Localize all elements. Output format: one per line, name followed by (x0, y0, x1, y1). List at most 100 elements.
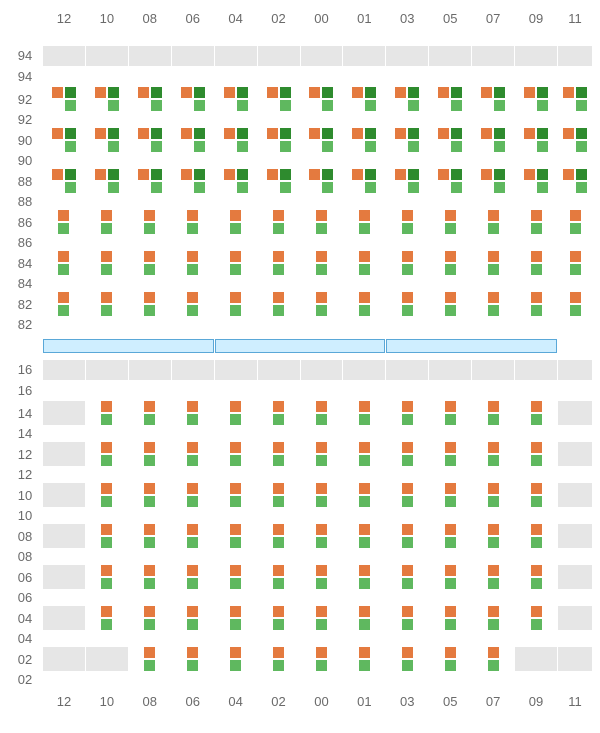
seat-cell[interactable] (258, 401, 300, 425)
seat-cell[interactable] (515, 87, 557, 111)
seat-cell[interactable] (258, 169, 300, 193)
seat-cell[interactable] (558, 292, 592, 316)
seat-cell[interactable] (343, 483, 385, 507)
seat-cell[interactable] (386, 565, 428, 589)
seat-cell[interactable] (429, 210, 471, 234)
seat-cell[interactable] (301, 606, 343, 630)
seat-cell[interactable] (129, 292, 171, 316)
seat-cell[interactable] (386, 442, 428, 466)
seat-cell[interactable] (472, 524, 514, 548)
seat-cell[interactable] (515, 565, 557, 589)
seat-cell[interactable] (472, 565, 514, 589)
seat-cell[interactable] (343, 524, 385, 548)
seat-cell[interactable] (258, 565, 300, 589)
seat-cell[interactable] (172, 169, 214, 193)
seat-cell[interactable] (558, 128, 592, 152)
seat-cell[interactable] (301, 292, 343, 316)
seat-cell[interactable] (515, 128, 557, 152)
seat-cell[interactable] (343, 292, 385, 316)
seat-cell[interactable] (515, 210, 557, 234)
seat-cell[interactable] (386, 210, 428, 234)
seat-cell[interactable] (172, 87, 214, 111)
seat-cell[interactable] (558, 251, 592, 275)
seat-cell[interactable] (86, 87, 128, 111)
seat-cell[interactable] (301, 169, 343, 193)
seat-cell[interactable] (172, 251, 214, 275)
seat-cell[interactable] (515, 606, 557, 630)
seat-cell[interactable] (515, 251, 557, 275)
seat-cell[interactable] (472, 87, 514, 111)
seat-cell[interactable] (86, 483, 128, 507)
seat-cell[interactable] (215, 483, 257, 507)
seat-cell[interactable] (86, 606, 128, 630)
seat-cell[interactable] (472, 251, 514, 275)
seat-cell[interactable] (429, 565, 471, 589)
seat-cell[interactable] (172, 401, 214, 425)
seat-cell[interactable] (301, 401, 343, 425)
seat-cell[interactable] (86, 210, 128, 234)
seat-cell[interactable] (129, 128, 171, 152)
seat-cell[interactable] (86, 524, 128, 548)
seat-cell[interactable] (429, 292, 471, 316)
seat-cell[interactable] (472, 647, 514, 671)
seat-cell[interactable] (343, 606, 385, 630)
seat-cell[interactable] (215, 128, 257, 152)
seat-cell[interactable] (258, 524, 300, 548)
seat-cell[interactable] (215, 87, 257, 111)
seat-cell[interactable] (343, 565, 385, 589)
seat-cell[interactable] (43, 169, 85, 193)
seat-cell[interactable] (86, 442, 128, 466)
seat-cell[interactable] (472, 292, 514, 316)
seat-cell[interactable] (472, 210, 514, 234)
seat-cell[interactable] (43, 210, 85, 234)
seat-cell[interactable] (172, 210, 214, 234)
seat-cell[interactable] (172, 292, 214, 316)
seat-cell[interactable] (429, 647, 471, 671)
seat-cell[interactable] (172, 128, 214, 152)
seat-cell[interactable] (472, 606, 514, 630)
seat-cell[interactable] (215, 292, 257, 316)
seat-cell[interactable] (86, 128, 128, 152)
seat-cell[interactable] (129, 401, 171, 425)
seat-cell[interactable] (343, 87, 385, 111)
seat-cell[interactable] (386, 524, 428, 548)
seat-cell[interactable] (129, 251, 171, 275)
seat-cell[interactable] (258, 483, 300, 507)
seat-cell[interactable] (215, 210, 257, 234)
seat-cell[interactable] (386, 251, 428, 275)
seat-cell[interactable] (472, 483, 514, 507)
seat-cell[interactable] (429, 401, 471, 425)
seat-cell[interactable] (558, 87, 592, 111)
seat-cell[interactable] (258, 128, 300, 152)
seat-cell[interactable] (343, 128, 385, 152)
seat-cell[interactable] (515, 442, 557, 466)
seat-cell[interactable] (258, 606, 300, 630)
seat-cell[interactable] (215, 169, 257, 193)
seat-cell[interactable] (343, 169, 385, 193)
seat-cell[interactable] (86, 565, 128, 589)
seat-cell[interactable] (215, 565, 257, 589)
seat-cell[interactable] (515, 401, 557, 425)
seat-cell[interactable] (472, 128, 514, 152)
seat-cell[interactable] (258, 442, 300, 466)
seat-cell[interactable] (343, 251, 385, 275)
seat-cell[interactable] (429, 524, 471, 548)
seat-cell[interactable] (172, 647, 214, 671)
seat-cell[interactable] (301, 565, 343, 589)
seat-cell[interactable] (172, 565, 214, 589)
seat-cell[interactable] (429, 87, 471, 111)
seat-cell[interactable] (429, 251, 471, 275)
seat-cell[interactable] (301, 647, 343, 671)
seat-cell[interactable] (258, 292, 300, 316)
seat-cell[interactable] (386, 87, 428, 111)
seat-cell[interactable] (301, 210, 343, 234)
seat-cell[interactable] (129, 483, 171, 507)
seat-cell[interactable] (86, 292, 128, 316)
seat-cell[interactable] (301, 128, 343, 152)
seat-cell[interactable] (129, 210, 171, 234)
seat-cell[interactable] (215, 442, 257, 466)
seat-cell[interactable] (429, 442, 471, 466)
seat-cell[interactable] (301, 483, 343, 507)
seat-cell[interactable] (343, 210, 385, 234)
seat-cell[interactable] (386, 483, 428, 507)
